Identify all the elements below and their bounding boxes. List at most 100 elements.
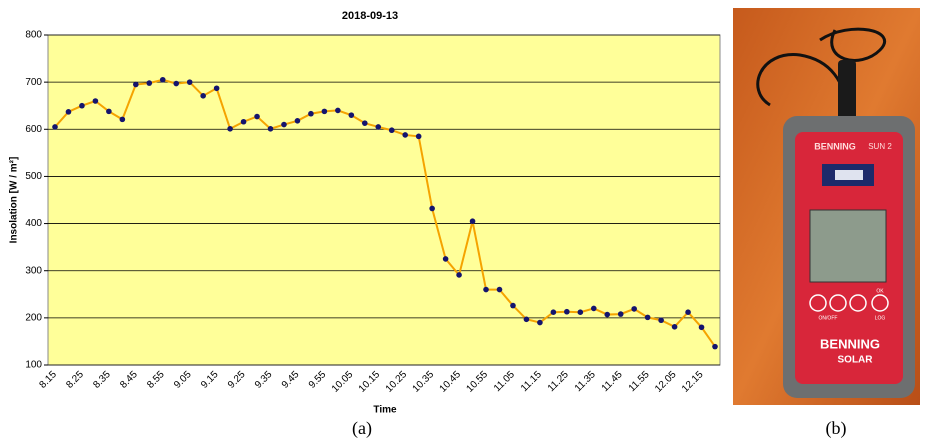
- data-point: [187, 79, 193, 85]
- data-point: [227, 126, 233, 132]
- data-point: [429, 206, 435, 212]
- data-point: [52, 124, 58, 130]
- x-tick-label: 10.35: [411, 369, 437, 395]
- button-label: LOG: [875, 315, 886, 321]
- x-tick-label: 8.55: [145, 369, 167, 391]
- y-tick-label: 800: [25, 30, 42, 41]
- logo: BENNING: [820, 336, 880, 351]
- data-point: [281, 122, 287, 128]
- x-tick-label: 10.15: [357, 369, 383, 395]
- data-point: [106, 109, 112, 115]
- data-point: [618, 311, 624, 317]
- x-tick-label: 10.05: [330, 369, 356, 395]
- data-point: [699, 324, 705, 330]
- data-point: [470, 218, 476, 224]
- button: [810, 295, 826, 311]
- data-point: [591, 306, 597, 312]
- button-label: ON/OFF: [819, 315, 838, 321]
- x-tick-label: 10.25: [384, 369, 410, 395]
- x-tick-label: 8.25: [64, 369, 86, 391]
- data-point: [160, 77, 166, 83]
- x-tick-label: 9.55: [307, 369, 329, 391]
- y-tick-label: 300: [25, 265, 42, 276]
- x-tick-label: 11.05: [492, 369, 517, 394]
- data-point: [658, 317, 664, 323]
- x-tick-label: 11.25: [546, 369, 571, 394]
- data-point: [241, 119, 247, 125]
- data-point: [389, 127, 395, 133]
- x-tick-label: 9.05: [172, 369, 194, 391]
- y-tick-label: 200: [25, 312, 42, 323]
- x-tick-label: 8.45: [118, 369, 140, 391]
- data-point: [308, 111, 314, 117]
- battery: [835, 170, 863, 180]
- data-point: [631, 306, 637, 312]
- data-point: [483, 287, 489, 293]
- data-point: [551, 309, 557, 315]
- data-point: [645, 315, 651, 321]
- data-point: [524, 316, 530, 322]
- x-tick-label: 12.05: [653, 369, 679, 395]
- data-point: [537, 320, 543, 326]
- page: 2018-09-13 Time Insolation [W / m²] (a) …: [0, 0, 935, 441]
- data-point: [295, 118, 301, 124]
- y-tick-label: 700: [25, 77, 42, 88]
- x-tick-label: 11.15: [519, 369, 544, 394]
- data-point: [214, 85, 220, 91]
- data-point: [322, 109, 328, 115]
- data-point: [375, 124, 381, 130]
- x-tick-label: 8.15: [37, 369, 59, 391]
- data-point: [335, 108, 341, 114]
- data-point: [146, 80, 152, 86]
- y-tick-label: 600: [25, 124, 42, 135]
- data-point: [93, 98, 99, 104]
- data-point: [349, 112, 355, 118]
- data-point: [268, 126, 274, 132]
- x-tick-label: 10.55: [465, 369, 491, 395]
- x-tick-label: 9.15: [199, 369, 221, 391]
- x-tick-label: 11.55: [627, 369, 652, 394]
- data-point: [672, 324, 678, 330]
- x-tick-label: 9.35: [253, 369, 275, 391]
- data-point: [456, 272, 462, 278]
- button: [872, 295, 888, 311]
- photo: BENNING SUN 2 ON/OFF OK LOG BENNING SOLA…: [733, 8, 920, 405]
- x-tick-label: 10.45: [438, 369, 464, 395]
- button: [830, 295, 846, 311]
- y-axis-label: Insolation [W / m²]: [9, 157, 20, 244]
- data-point: [497, 287, 503, 293]
- data-point: [685, 309, 691, 315]
- chart-title: 2018-09-13: [342, 10, 398, 22]
- x-tick-label: 12.15: [680, 369, 706, 395]
- brand: BENNING: [814, 141, 856, 151]
- y-tick-label: 500: [25, 171, 42, 182]
- data-point: [402, 132, 408, 138]
- y-tick-label: 400: [25, 218, 42, 229]
- data-point: [510, 303, 516, 309]
- x-tick-label: 9.25: [226, 369, 248, 391]
- data-point: [578, 309, 584, 315]
- caption: (a): [352, 418, 372, 439]
- x-axis-label: Time: [373, 405, 397, 416]
- data-point: [173, 81, 179, 87]
- x-tick-label: 9.45: [280, 369, 302, 391]
- x-tick-label: 8.35: [91, 369, 113, 391]
- data-point: [604, 312, 610, 318]
- data-point: [79, 103, 85, 109]
- data-point: [416, 134, 422, 140]
- data-point: [564, 309, 570, 315]
- button-label: OK: [876, 288, 884, 294]
- data-point: [200, 93, 206, 99]
- figure: 2018-09-13 Time Insolation [W / m²] (a) …: [0, 0, 935, 441]
- y-tick-label: 100: [25, 360, 42, 371]
- button: [850, 295, 866, 311]
- x-tick-label: 11.45: [600, 369, 625, 394]
- data-point: [712, 344, 718, 350]
- data-point: [362, 120, 368, 126]
- model: SUN 2: [868, 142, 892, 151]
- data-point: [133, 82, 139, 88]
- data-point: [120, 117, 126, 123]
- x-tick-label: 11.35: [573, 369, 598, 394]
- plug: [838, 60, 856, 120]
- logo: SOLAR: [838, 355, 874, 366]
